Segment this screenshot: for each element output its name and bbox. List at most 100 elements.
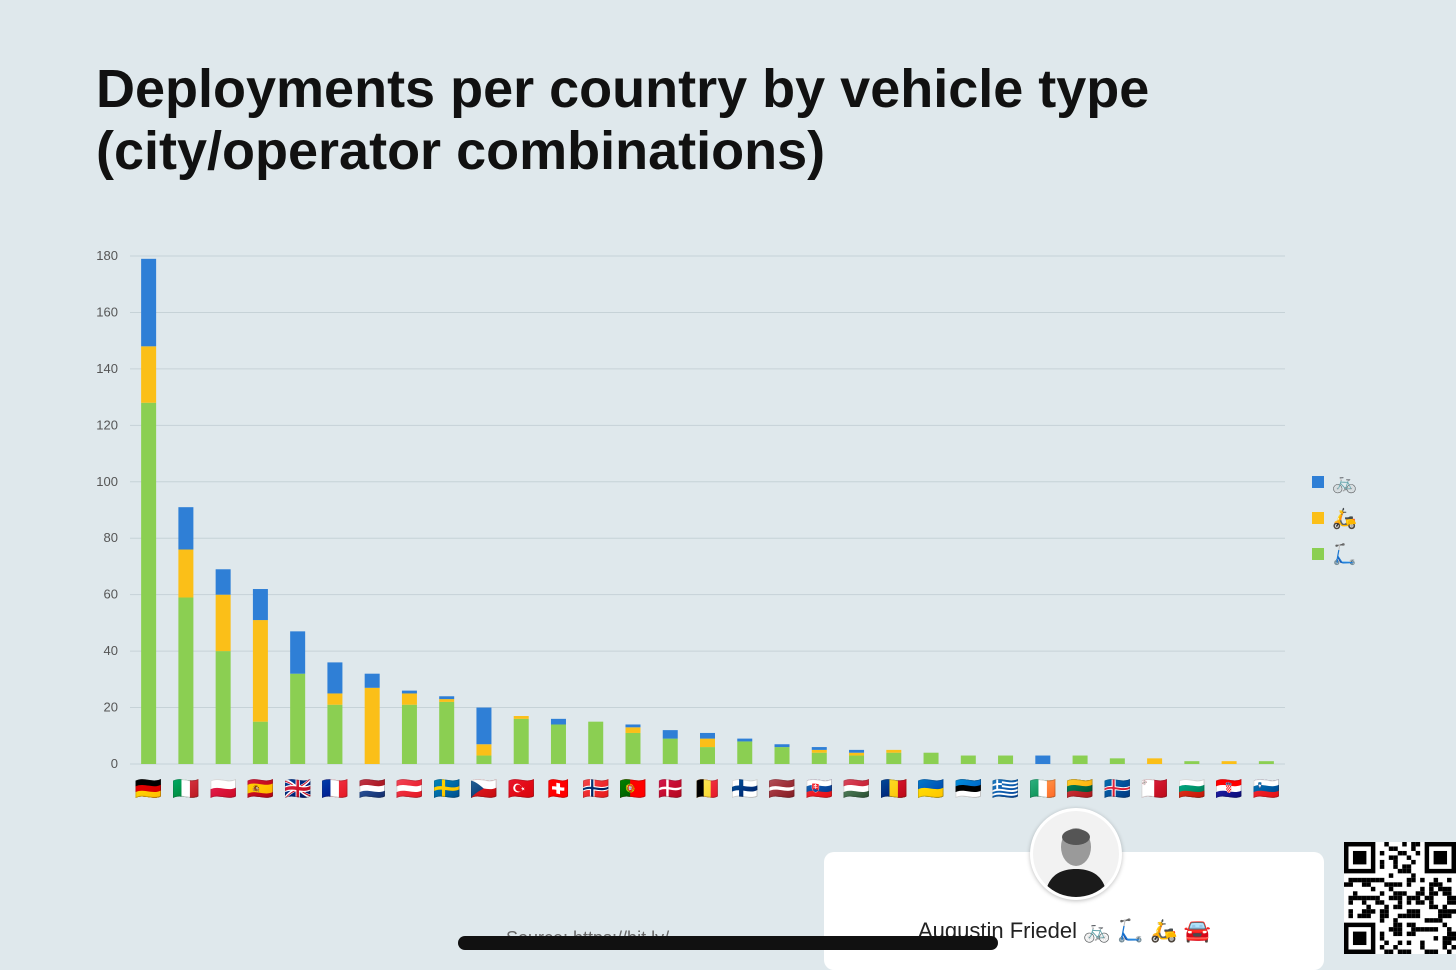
bar-segment-bike	[215, 569, 231, 595]
bar-segment-moped	[215, 594, 231, 652]
bar-segment-scooter	[1184, 761, 1200, 764]
y-tick-label: 120	[96, 417, 118, 432]
bar-segment-bike	[1035, 755, 1051, 764]
bicycle-icon: 🚲	[1332, 470, 1357, 494]
x-tick-flag: 🇪🇪	[955, 777, 982, 802]
bar-segment-bike	[439, 696, 455, 700]
stacked-bar-chart: 0 20 40 60 80 100 120 140 160 180 🇩🇪 🇮🇹 🇵🇱 🇪🇸 🇬🇧 🇫🇷 🇳🇱 🇦🇹…	[96, 248, 1285, 802]
bar-segment-scooter	[625, 732, 641, 764]
x-tick-flag: 🇧🇬	[1178, 777, 1205, 802]
x-tick-flag: 🇩🇪	[135, 777, 162, 802]
x-tick-flag: 🇸🇪	[433, 777, 460, 802]
bar-segment-bike	[141, 258, 157, 347]
bar-segment-moped	[700, 738, 715, 748]
bar-segment-moped	[178, 549, 194, 598]
bar-segment-moped	[625, 727, 641, 733]
bar-segment-scooter	[178, 597, 194, 764]
bar-segment-scooter	[886, 752, 902, 764]
legend-item-scooter: 🛴	[1312, 536, 1357, 572]
x-tick-flag: 🇦🇹	[396, 777, 423, 802]
bar-segment-scooter	[327, 704, 343, 764]
bar-segment-scooter	[290, 673, 306, 764]
bar-segment-moped	[327, 693, 343, 705]
y-tick-label: 60	[104, 587, 118, 602]
bar-segment-moped	[1147, 758, 1163, 764]
bar-segment-bike	[290, 631, 306, 674]
bar-segment-scooter	[960, 755, 976, 764]
bar-segment-scooter	[513, 718, 529, 764]
y-tick-label: 80	[104, 530, 118, 545]
x-tick-flag: 🇳🇱	[358, 777, 385, 802]
bar-segment-bike	[849, 749, 865, 753]
x-tick-flag: 🇬🇷	[992, 777, 1019, 802]
x-tick-flag: 🇳🇴	[582, 777, 609, 802]
bar-segment-bike	[700, 732, 715, 739]
qr-code-icon[interactable]	[1344, 842, 1456, 954]
bar-segment-scooter	[252, 721, 268, 764]
bar-segment-bike	[625, 724, 641, 728]
x-tick-flag: 🇱🇹	[1066, 777, 1093, 802]
bar-segment-scooter	[923, 752, 939, 764]
bar-segment-moped	[811, 749, 827, 753]
x-tick-flag: 🇵🇱	[209, 777, 236, 802]
bar-segment-scooter	[588, 721, 604, 764]
x-tick-flag: 🇹🇷	[508, 777, 535, 802]
x-tick-flag: 🇺🇦	[917, 777, 944, 802]
bar-segment-scooter	[1258, 761, 1274, 764]
bar-segment-moped	[439, 699, 455, 702]
x-tick-flag: 🇨🇿	[470, 777, 497, 802]
bar-segment-moped	[252, 620, 268, 722]
bar-segment-scooter	[439, 701, 455, 764]
bar-segment-moped	[849, 752, 865, 756]
kick-scooter-icon: 🛴	[1332, 542, 1357, 566]
x-tick-flag: 🇱🇻	[768, 777, 795, 802]
bar-segment-scooter	[141, 402, 157, 764]
x-tick-flag: 🇮🇪	[1029, 777, 1056, 802]
bar-segment-bike	[811, 747, 827, 750]
chart-title: Deployments per country by vehicle type …	[96, 58, 1296, 182]
legend-swatch-bike	[1312, 476, 1324, 488]
bar-segment-scooter	[550, 724, 566, 764]
bar-segment-bike	[662, 730, 678, 739]
bar-segment-scooter	[662, 738, 678, 764]
bar-segment-scooter	[401, 704, 417, 764]
x-tick-flag: 🇬🇧	[284, 777, 311, 802]
bar-segment-bike	[364, 673, 380, 688]
y-tick-label: 160	[96, 304, 118, 319]
y-tick-label: 180	[96, 248, 118, 263]
x-tick-flag: 🇭🇷	[1215, 777, 1242, 802]
legend-swatch-scooter	[1312, 548, 1324, 560]
x-tick-flag: 🇷🇴	[880, 777, 907, 802]
bar-segment-bike	[737, 738, 753, 742]
home-indicator-bar[interactable]	[458, 936, 998, 950]
avatar-portrait-icon	[1033, 811, 1119, 897]
bar-segment-bike	[476, 707, 492, 745]
bar-segment-scooter	[1072, 755, 1088, 764]
bar-segment-moped	[476, 744, 492, 756]
x-tick-flag: 🇸🇮	[1253, 777, 1280, 802]
bar-segment-scooter	[700, 747, 715, 764]
bar-segment-scooter	[476, 755, 492, 764]
x-tick-flag: 🇭🇺	[843, 777, 870, 802]
bar-segment-scooter	[811, 752, 827, 764]
x-tick-flag: 🇧🇪	[694, 776, 721, 802]
y-tick-label: 40	[104, 643, 118, 658]
x-tick-flag: 🇫🇮	[731, 777, 758, 802]
bar-segment-bike	[401, 690, 417, 694]
legend-item-moped: 🛵	[1312, 500, 1357, 536]
bar-segment-moped	[401, 693, 417, 705]
moped-icon: 🛵	[1332, 506, 1357, 530]
x-tick-flag: 🇩🇰	[657, 776, 684, 802]
legend-swatch-moped	[1312, 512, 1324, 524]
x-tick-flag: 🇵🇹	[619, 777, 646, 802]
legend-item-bike: 🚲	[1312, 464, 1357, 500]
bar-segment-bike	[774, 744, 790, 748]
bar-segment-moped	[364, 687, 380, 764]
y-tick-label: 140	[96, 361, 118, 376]
bar-segment-scooter	[849, 755, 865, 764]
x-tick-flag: 🇫🇷	[321, 777, 348, 802]
bar-segment-moped	[513, 716, 529, 719]
x-tick-flag: 🇮🇹	[172, 777, 199, 802]
bar-segment-scooter	[737, 741, 753, 764]
bar-segment-scooter	[998, 755, 1014, 764]
